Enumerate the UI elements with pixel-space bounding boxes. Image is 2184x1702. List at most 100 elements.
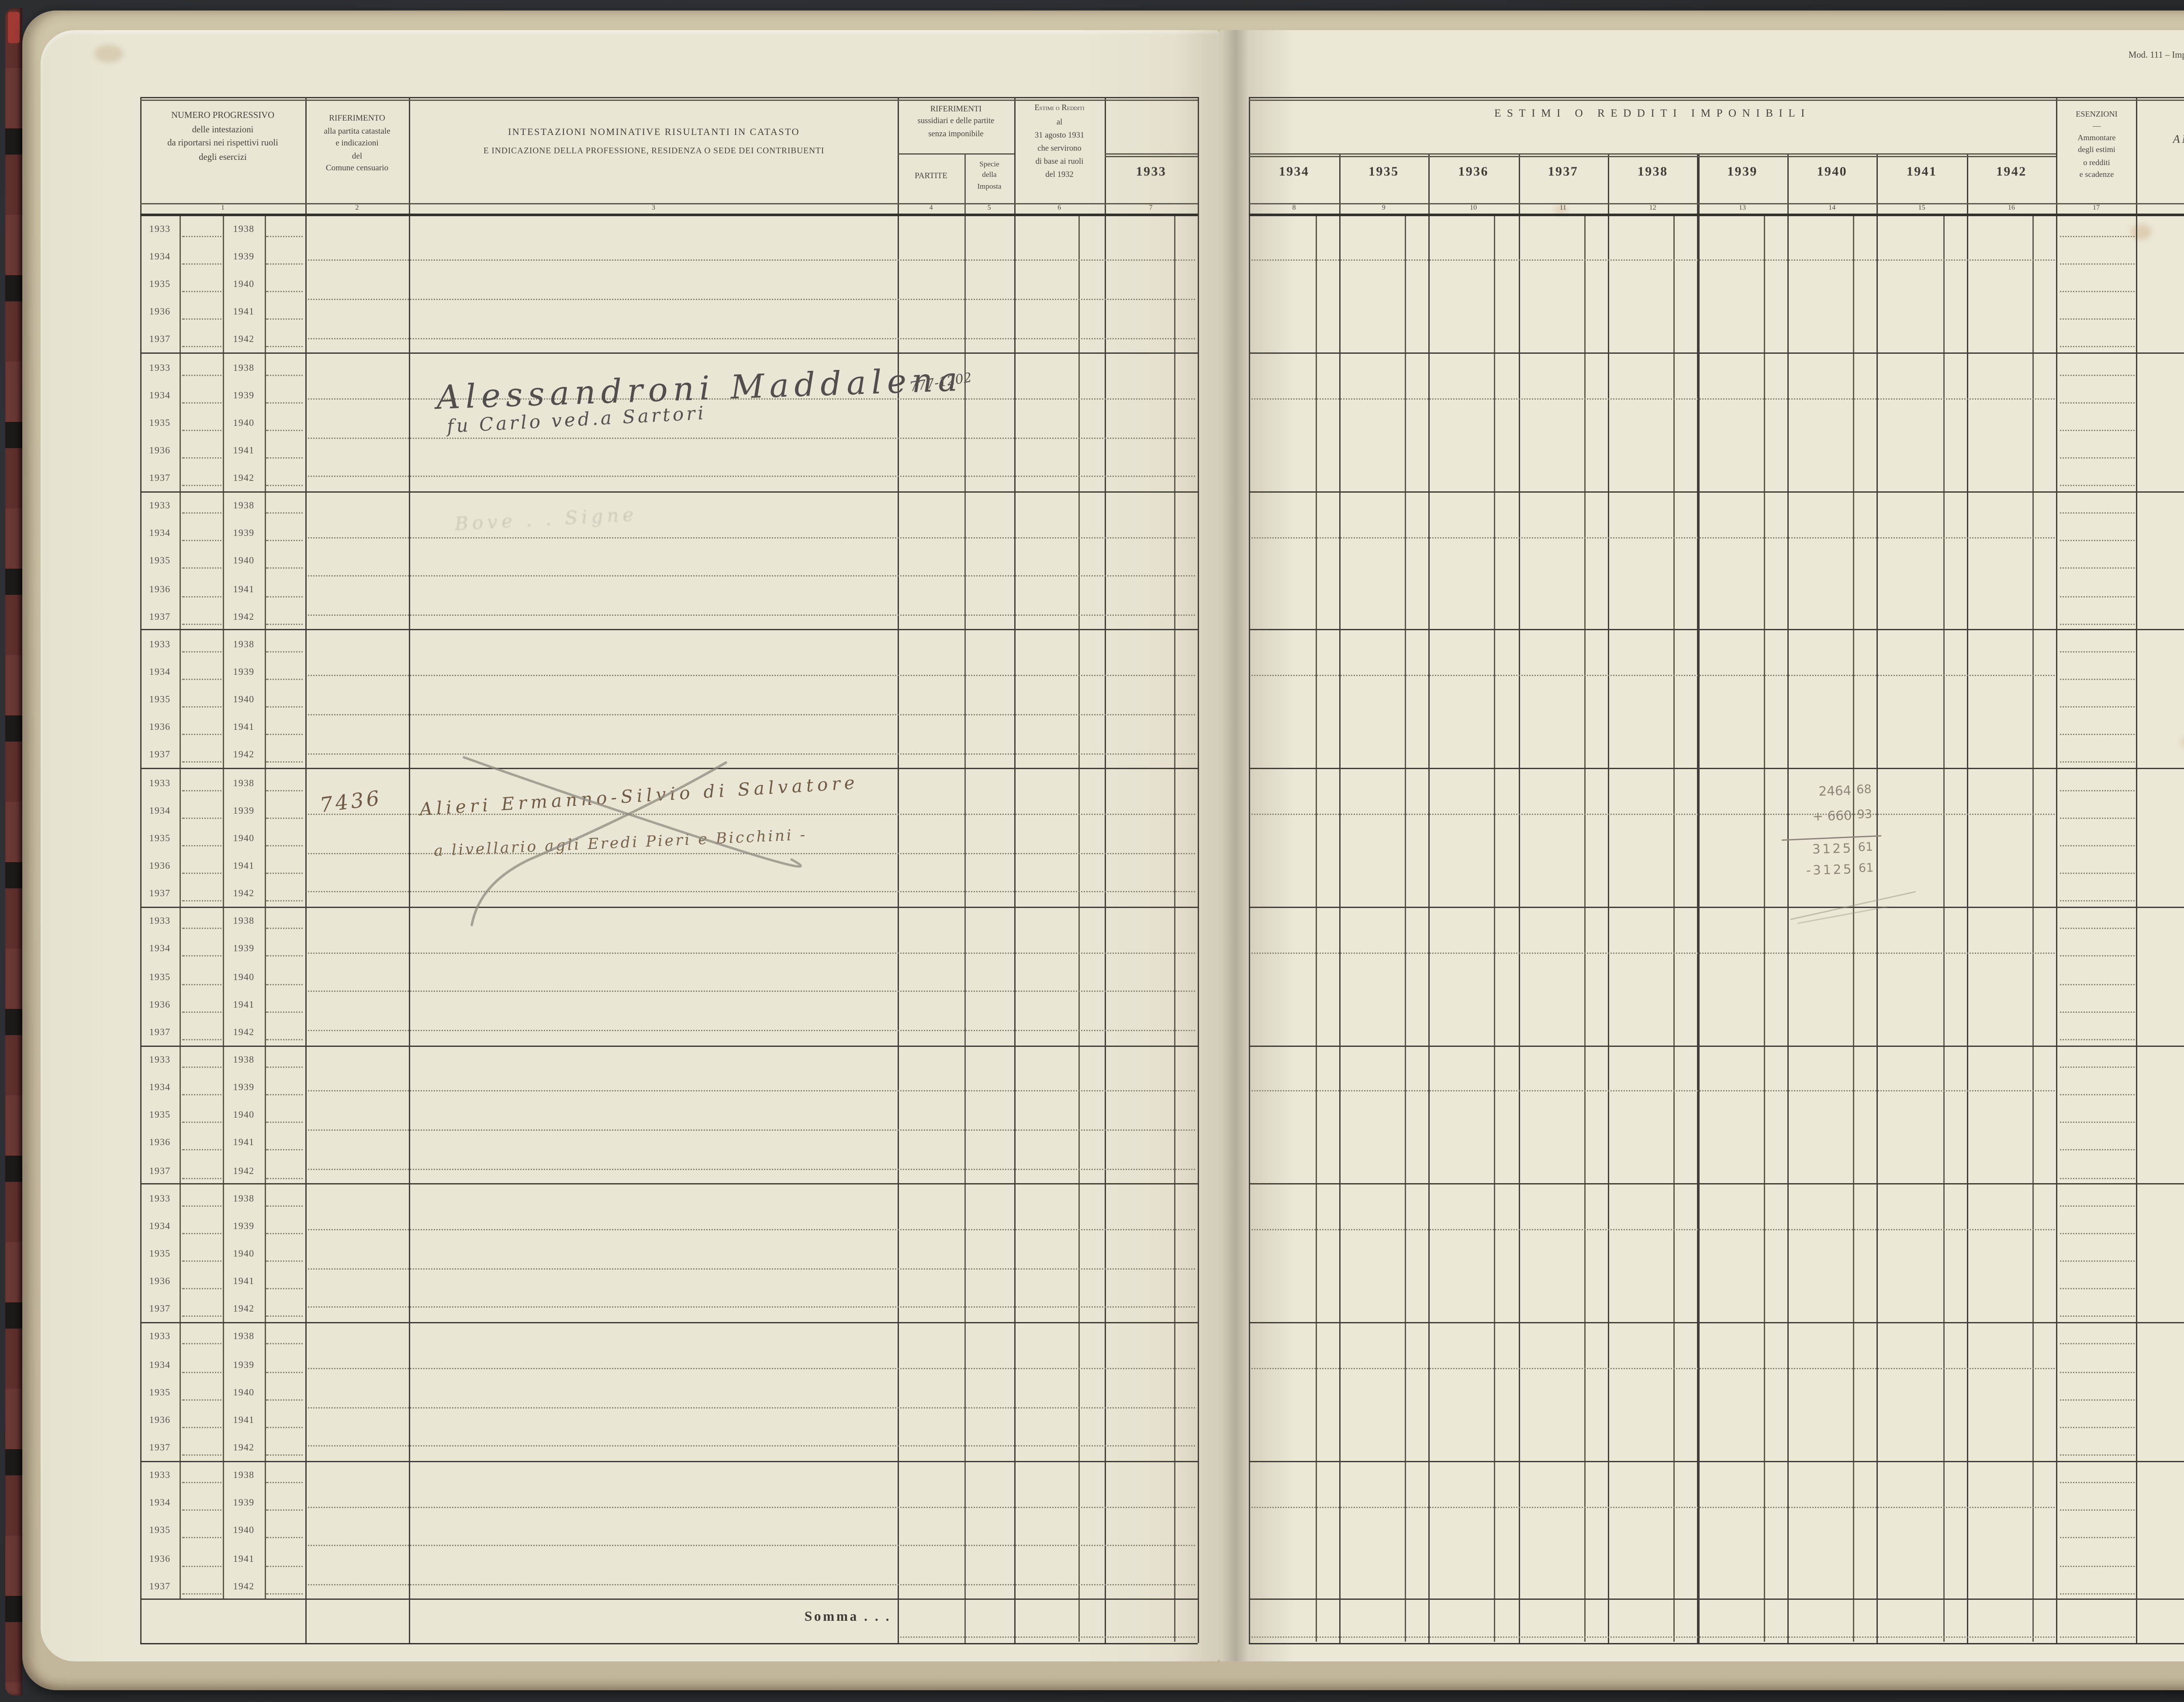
grid-line [140,203,1198,204]
column-number: 12 [1649,204,1656,213]
dotted-line [307,1229,1195,1231]
dotted-line [2059,512,2134,514]
dotted-line [181,457,221,459]
dotted-line [266,263,304,265]
form-model-caption: Mod. 111 – Imposte Dirette (Intercalare)… [2128,51,2184,60]
right-page [1219,30,2184,1661]
dotted-line [2059,679,2134,680]
dotted-line [307,536,1195,538]
year-label: 1937 [149,1025,171,1038]
year-label: 1938 [233,915,255,927]
dotted-line [181,485,221,487]
year-label: 1941 [233,1136,255,1149]
year-label: 1936 [149,444,171,456]
dotted-line [181,429,221,431]
year-label: 1941 [233,1413,255,1426]
year-label: 1937 [149,1302,171,1315]
dotted-line [266,1039,304,1040]
header-specie-imposta: Specie della Imposta [977,161,1002,191]
dotted-line [307,1584,1195,1585]
dotted-line [266,1509,304,1511]
grid-line [1315,214,1316,1643]
year-label: 1933 [149,915,171,927]
year-label: 1935 [149,555,171,567]
header-riferimenti-sussidiari: RIFERIMENTI sussidiari e delle partite s… [917,105,995,138]
pencil-calculation: 2464 68 + 660 93 3125 61 -3125 61 [1778,784,1916,924]
grid-line [1853,214,1854,1643]
dotted-line [2059,928,2134,929]
grid-line [1104,156,1198,157]
grid-line [140,1045,1198,1046]
dotted-line [2059,1399,2134,1401]
grid-line [898,97,900,1643]
dotted-line [266,401,304,403]
foxing-spot [94,45,123,63]
grid-line [1673,214,1675,1643]
dotted-line [266,1177,304,1179]
year-label: 1936 [149,860,171,872]
dotted-line [181,263,221,265]
calc-cents: 93 [1857,808,1873,822]
dotted-line [181,651,221,652]
dotted-line [2059,1371,2134,1373]
grid-line [140,1460,1198,1462]
grid-line [140,97,1198,99]
year-label: 1935 [149,1108,171,1121]
dotted-line [307,1307,1195,1308]
year-label: 1942 [233,1025,255,1038]
dotted-line [2059,983,2134,985]
dotted-line [266,1315,304,1317]
dotted-line [181,1343,221,1345]
book-spine [5,8,22,1695]
year-label: 1942 [233,472,255,484]
grid-line [1405,214,1406,1643]
dotted-line [2059,900,2134,902]
dotted-line [307,437,1195,438]
dotted-line [307,1506,1195,1508]
dotted-line [307,1367,1195,1369]
grid-line [1494,214,1496,1643]
dotted-line [2059,1067,2134,1068]
dotted-line [266,1232,304,1234]
dotted-line [2059,1509,2134,1511]
year-label: 1939 [233,942,255,955]
grid-line [1174,214,1175,1643]
grid-line [1966,153,1968,1643]
dotted-line [181,401,221,403]
year-label: 1937 [149,1164,171,1176]
dotted-line [307,337,1195,339]
calc-main: 2464 [1818,784,1852,800]
grid-line [140,352,1198,354]
grid-line [898,153,1014,154]
dotted-line [2059,1482,2134,1484]
grid-line [1249,156,2056,157]
grid-line [305,97,307,1643]
dotted-line [2059,1426,2134,1428]
header-year: 1938 [1637,165,1668,180]
year-label: 1935 [149,970,171,982]
year-label: 1939 [233,250,255,262]
dotted-line [266,956,304,957]
grid-line [1249,906,2184,908]
dotted-line [1251,1367,2055,1369]
dotted-line [2059,1205,2134,1207]
calc-main: 3125 [1812,842,1853,858]
dotted-line [2059,651,2134,652]
dotted-line [266,762,304,763]
dotted-line [1251,1506,2055,1508]
year-label: 1941 [233,998,255,1010]
dotted-line [181,1205,221,1207]
grid-line [409,97,411,1643]
dotted-line [2059,1537,2134,1539]
dotted-line [2059,789,2134,791]
grid-line [2136,97,2138,1643]
dotted-line [2059,706,2134,708]
dotted-line [181,789,221,791]
dotted-line [1251,536,2055,538]
grid-line [2032,214,2033,1643]
dotted-line [307,614,1195,616]
dotted-line [1251,814,2055,815]
year-label: 1939 [233,1496,255,1509]
year-label: 1933 [149,1469,171,1481]
header-partite: PARTITE [915,172,947,181]
